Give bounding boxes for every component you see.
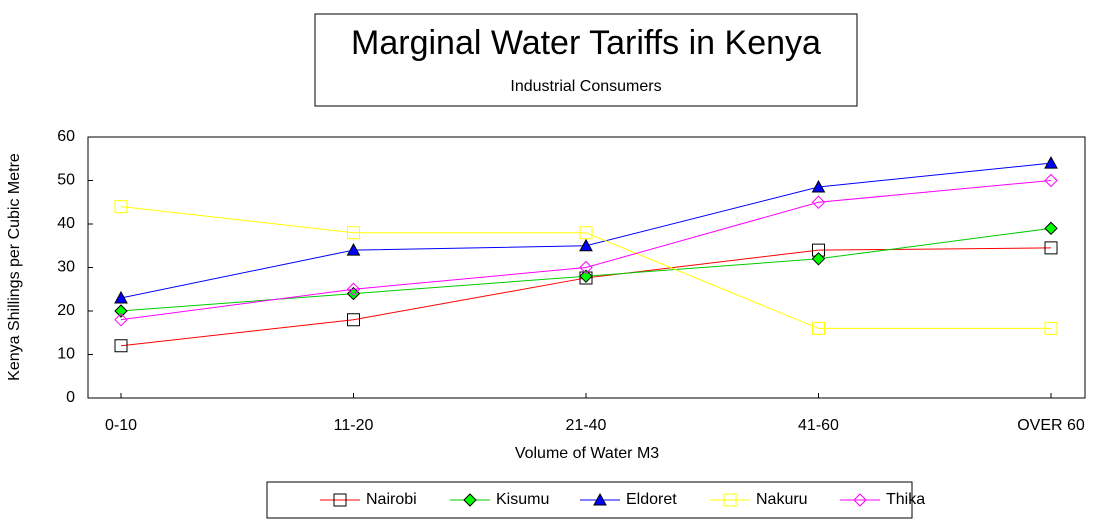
title-box: [314, 13, 858, 107]
marker: [723, 493, 737, 507]
x-tick-label: 0-10: [105, 417, 137, 434]
marker: [811, 195, 826, 209]
marker: [812, 243, 825, 257]
y-tick-label: 60: [57, 128, 75, 145]
marker: [593, 492, 607, 506]
marker: [579, 238, 593, 252]
legend-label: Kisumu: [496, 491, 549, 508]
marker: [114, 312, 128, 327]
marker: [1044, 221, 1058, 236]
marker: [1044, 173, 1058, 188]
marker: [812, 321, 825, 335]
legend-label: Nairobi: [366, 491, 417, 508]
marker: [333, 493, 347, 507]
y-tick-label: 40: [57, 215, 75, 232]
marker: [347, 226, 360, 240]
marker: [347, 313, 360, 327]
marker: [346, 243, 361, 256]
marker: [853, 493, 867, 507]
chart-subtitle: Industrial Consumers: [510, 78, 661, 95]
marker: [1044, 241, 1058, 255]
marker: [346, 282, 361, 296]
x-tick-label: 11-20: [334, 417, 374, 434]
marker: [811, 179, 826, 193]
marker: [1044, 156, 1058, 169]
series-line: [120, 247, 1052, 347]
marker: [579, 269, 593, 283]
marker: [114, 304, 128, 318]
marker: [114, 290, 128, 304]
x-tick-label: 21-40: [566, 417, 607, 434]
chart-title: Marginal Water Tariffs in Kenya: [351, 24, 821, 62]
marker: [114, 200, 128, 214]
series-line: [120, 180, 1052, 321]
marker: [811, 252, 826, 266]
y-tick-label: 30: [57, 259, 75, 276]
x-tick-label: OVER 60: [1017, 417, 1085, 434]
marker: [579, 260, 593, 275]
marker: [463, 493, 477, 507]
y-tick-label: 50: [57, 172, 75, 189]
y-tick-label: 20: [57, 302, 75, 319]
marker: [114, 339, 128, 353]
marker: [1044, 321, 1058, 335]
legend-label: Nakuru: [756, 491, 808, 508]
x-axis-label: Volume of Water M3: [515, 445, 659, 462]
x-tick-label: 41-60: [798, 417, 839, 434]
legend-label: Eldoret: [626, 491, 677, 508]
marker: [579, 226, 593, 240]
legend-label: Thika: [886, 491, 925, 508]
y-axis-label: Kenya Shillings per Cubic Metre: [6, 153, 23, 381]
y-tick-label: 10: [57, 346, 75, 363]
y-tick-label: 0: [66, 389, 75, 406]
legend-box: [266, 481, 913, 519]
series-line: [120, 206, 1051, 329]
